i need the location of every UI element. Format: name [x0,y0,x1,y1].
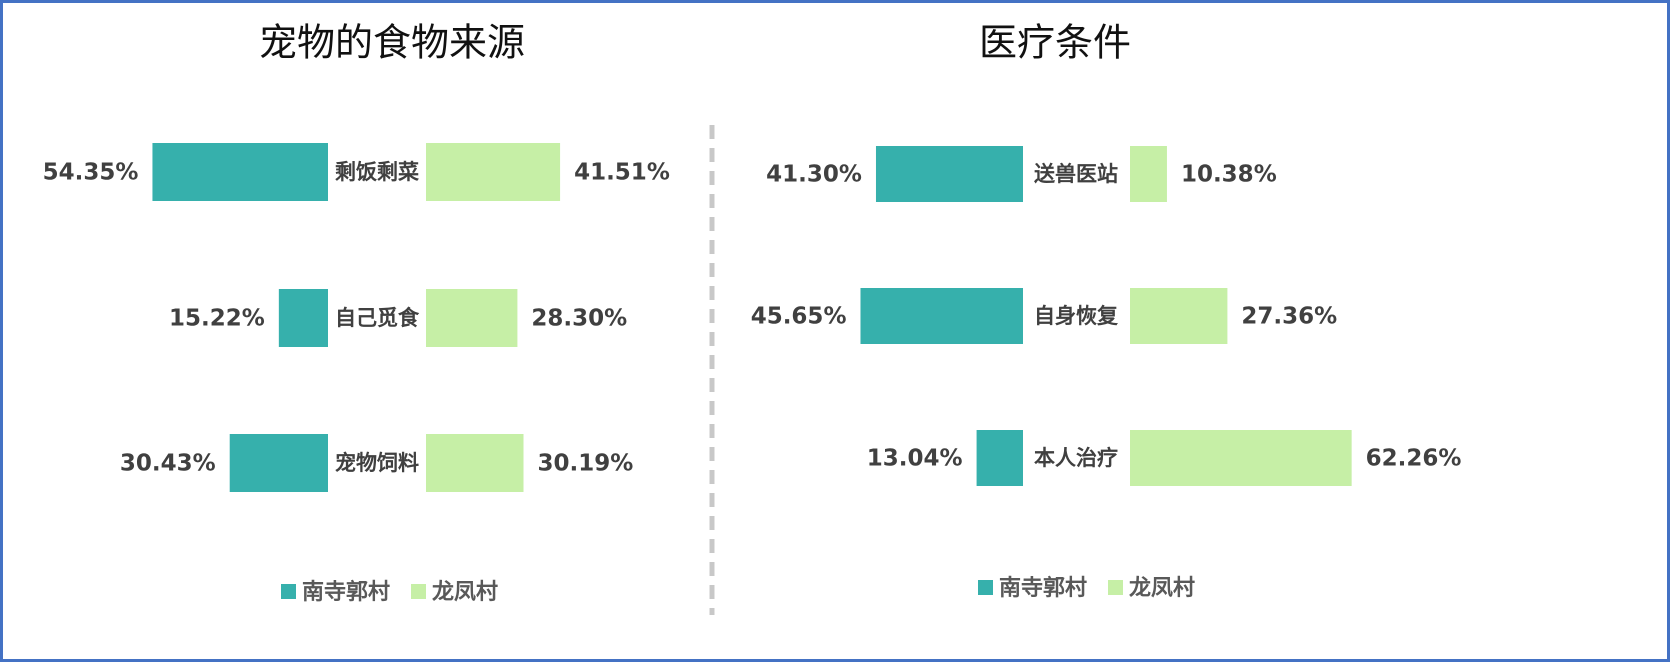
bar-series-b [426,143,561,201]
data-label-series-a: 15.22% [169,306,265,332]
category-label: 送兽医站 [1034,162,1118,186]
bar-series-b [1130,146,1167,202]
category-label: 自己觅食 [335,306,420,330]
bar-series-a [229,434,328,492]
data-label-series-a: 54.35% [43,160,139,186]
chart-title: 医疗条件 [979,21,1131,65]
bar-series-a [875,146,1023,202]
bar-series-b [426,434,524,492]
data-label-series-b: 30.19% [538,451,634,477]
legend-label-series-b: 龙凤村 [1129,576,1195,601]
chart-title: 宠物的食物来源 [259,21,525,65]
data-label-series-a: 13.04% [867,446,963,472]
category-label: 宠物饲料 [335,451,419,475]
bar-series-b [426,289,518,347]
data-label-series-b: 62.26% [1366,446,1462,472]
data-label-series-a: 45.65% [751,304,847,330]
legend-label-series-b: 龙凤村 [432,580,498,605]
bar-series-a [860,288,1023,344]
category-label: 自身恢复 [1034,304,1119,328]
data-label-series-a: 30.43% [120,451,216,477]
bar-series-a [278,289,328,347]
legend-swatch-series-b [1108,580,1123,595]
bar-series-a [976,430,1023,486]
legend-swatch-series-b [411,584,426,599]
bar-series-b [1130,288,1228,344]
data-label-series-b: 27.36% [1241,304,1337,330]
bar-series-b [1130,430,1352,486]
category-label: 本人治疗 [1034,446,1118,470]
data-label-series-b: 28.30% [531,306,627,332]
legend-label-series-a: 南寺郭村 [302,579,390,605]
data-label-series-b: 10.38% [1181,162,1277,188]
bar-series-a [152,143,328,201]
legend-swatch-series-a [978,580,993,595]
legend-label-series-a: 南寺郭村 [999,575,1087,601]
data-label-series-a: 41.30% [766,162,862,188]
legend-swatch-series-a [281,584,296,599]
category-label: 剩饭剩菜 [335,160,419,184]
data-label-series-b: 41.51% [574,160,670,186]
